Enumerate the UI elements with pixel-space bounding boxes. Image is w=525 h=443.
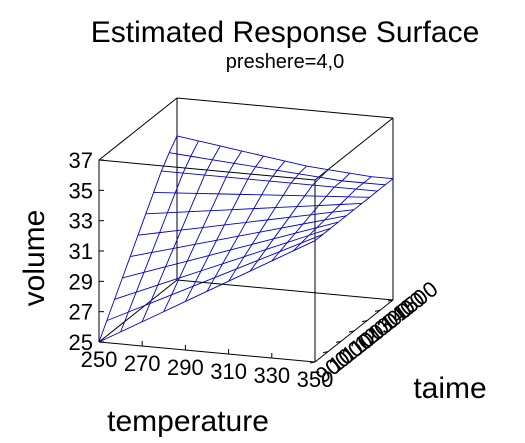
box-edge [98, 341, 316, 363]
chart-title: Estimated Response Surface [91, 16, 480, 49]
z-tick-label: 27 [69, 300, 93, 325]
x-tick-label: 290 [167, 355, 204, 380]
y-tick-mark [374, 309, 381, 312]
x-axis-label: temperature [107, 405, 269, 438]
box-edge [98, 97, 178, 161]
plot-box [98, 97, 394, 363]
x-tick-label: 250 [81, 347, 118, 372]
y-tick-mark [361, 320, 368, 323]
z-tick-label: 31 [69, 239, 93, 264]
z-tick-label: 29 [69, 269, 93, 294]
y-tick-mark [309, 361, 316, 364]
mesh-line-temperature [206, 160, 286, 292]
z-tick-label: 33 [69, 209, 93, 234]
x-tick-label: 310 [210, 359, 247, 384]
mesh-line-temperature [228, 165, 307, 282]
x-tick-label: 350 [297, 367, 334, 392]
mesh-line-temperature [98, 135, 178, 343]
z-tick-label: 25 [69, 330, 93, 355]
mesh-line-temperature [120, 140, 200, 333]
chart-subtitle: preshere=4,0 [226, 51, 344, 73]
box-edge [98, 279, 178, 343]
box-edge [176, 97, 394, 119]
y-tick-mark [322, 351, 329, 354]
mesh-line-temperature [141, 145, 221, 322]
mesh-line-taime [176, 135, 394, 180]
y-tick-mark [335, 340, 342, 343]
z-tick-label: 37 [69, 148, 93, 173]
mesh-line-temperature [184, 155, 264, 302]
z-tick-label: 35 [69, 178, 93, 203]
x-tick-label: 270 [124, 351, 161, 376]
y-axis-label: taime [413, 372, 486, 405]
mesh-line-temperature [249, 169, 329, 272]
y-tick-mark [387, 299, 394, 302]
box-edge [176, 279, 394, 301]
x-tick-label: 330 [253, 363, 290, 388]
z-axis-label: volume [18, 210, 51, 307]
y-tick-mark [348, 330, 355, 333]
mesh-line-temperature [163, 150, 243, 312]
mesh-line-temperature [293, 176, 372, 252]
mesh-line-temperature [314, 178, 394, 242]
surface-mesh [98, 135, 394, 343]
mesh-line-taime [169, 152, 386, 186]
mesh-line-temperature [271, 172, 351, 262]
